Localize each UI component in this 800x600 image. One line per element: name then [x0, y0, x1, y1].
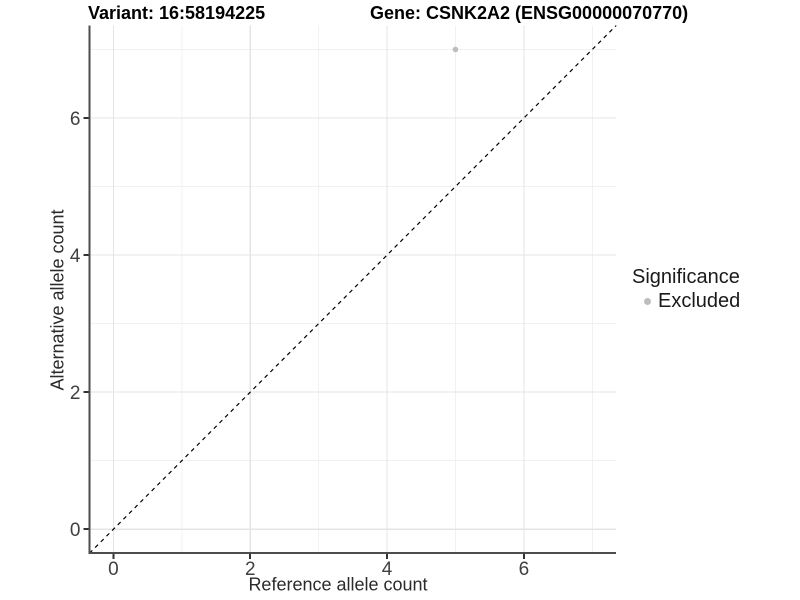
- x-tick-label: 2: [245, 559, 256, 580]
- legend-item-label: Excluded: [658, 290, 741, 312]
- x-tick-label: 4: [382, 559, 393, 580]
- identity-line: [89, 25, 617, 554]
- legend: Significance Excluded: [632, 266, 740, 312]
- y-tick-label: 6: [70, 109, 81, 130]
- y-tick-label: 4: [70, 246, 81, 267]
- variant-title: Variant: 16:58194225: [88, 3, 266, 23]
- x-tick-label: 0: [108, 559, 119, 580]
- excluded-point-icon: [644, 297, 651, 305]
- y-tick-label: 2: [70, 383, 81, 404]
- y-axis-title: Alternative allele count: [47, 209, 68, 391]
- legend-item-excluded: Excluded: [644, 290, 740, 312]
- x-axis-title: Reference allele count: [248, 574, 428, 595]
- data-point: [452, 46, 459, 53]
- y-tick-label: 0: [70, 520, 81, 541]
- legend-title: Significance: [632, 266, 740, 288]
- gene-title: Gene: CSNK2A2 (ENSG00000070770): [370, 3, 689, 23]
- x-tick-label: 6: [519, 559, 530, 580]
